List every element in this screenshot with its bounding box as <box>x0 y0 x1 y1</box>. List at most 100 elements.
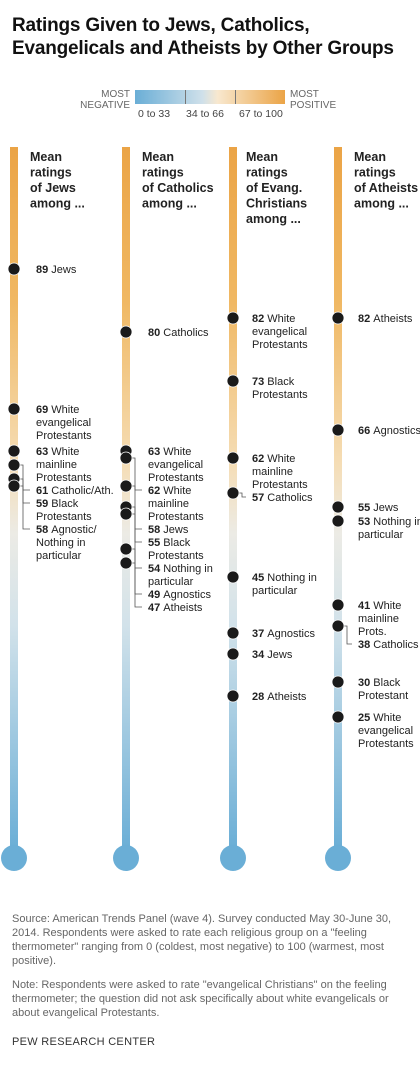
data-label: 62 White mainline Protestants <box>148 485 204 523</box>
data-label: 58 Agnostic/Nothing in particular <box>36 524 97 562</box>
legend-gradient-bar <box>135 90 285 104</box>
data-point <box>226 311 240 325</box>
data-label: 63 White mainline Protestants <box>36 446 92 484</box>
thermometer-tube <box>10 147 18 850</box>
data-label: 45 Nothing in particular <box>252 572 317 597</box>
data-label: 53 Nothing in particular <box>358 516 420 541</box>
thermometer-tube <box>334 147 342 850</box>
leader-line <box>20 485 30 530</box>
legend-negative-line1: MOST <box>101 89 130 100</box>
leader-line <box>132 457 142 491</box>
thermometer-chart: Mean ratings of Jews among ... 89 Jews 69 Whi… <box>1 147 420 871</box>
legend-tick <box>235 90 236 104</box>
panel-header: Mean ratings of Evang. Christians among ... <box>246 150 307 226</box>
leader-line <box>344 625 352 645</box>
data-point <box>7 444 21 458</box>
thermometer-panel: Mean ratings of Jews among ... 89 Jews 69 Whi… <box>1 147 114 871</box>
data-point <box>119 556 133 570</box>
data-label: 69 White evangelical Protestants <box>36 404 92 442</box>
thermometer-panel: Mean ratings of Catholics among ... 80 Catho… <box>113 147 214 871</box>
data-label: 89 Jews <box>36 264 77 276</box>
leader-line <box>132 485 142 530</box>
data-point <box>119 542 133 556</box>
data-point <box>226 451 240 465</box>
thermometer-panel: Mean ratings of Atheists among ... 82 Atheis… <box>325 147 420 871</box>
data-label: 73 Black Protestants <box>252 376 308 401</box>
data-point <box>119 507 133 521</box>
data-point <box>226 486 240 500</box>
data-label: 82 White evangelical Protestants <box>252 313 308 351</box>
data-label: 34 Jews <box>252 649 293 661</box>
data-point <box>119 479 133 493</box>
data-label: 55 Black Protestants <box>148 537 204 562</box>
data-label: 55 Jews <box>358 502 399 514</box>
legend-range-low: 0 to 33 <box>138 108 171 120</box>
data-label: 57 Catholics <box>252 492 313 504</box>
data-point <box>7 479 21 493</box>
method-note: Note: Respondents were asked to rate "ev… <box>12 979 389 1019</box>
leader-line <box>132 513 142 569</box>
data-point <box>226 374 240 388</box>
leader-line <box>132 562 142 608</box>
data-point <box>331 598 345 612</box>
data-label: 25 White evangelical Protestants <box>358 712 414 750</box>
data-point <box>226 689 240 703</box>
legend-positive-line2: POSITIVE <box>290 100 337 111</box>
legend-range-high: 67 to 100 <box>239 108 283 120</box>
legend-tick <box>185 90 186 104</box>
thermometer-bulb <box>1 845 27 871</box>
data-point <box>119 451 133 465</box>
thermometer-tube <box>122 147 130 850</box>
data-point <box>226 647 240 661</box>
legend-range-mid: 34 to 66 <box>186 108 224 120</box>
legend-positive-label: MOST POSITIVE <box>290 89 336 111</box>
data-label: 58 Jews <box>148 524 189 536</box>
data-point <box>7 262 21 276</box>
leader-line <box>239 492 246 498</box>
data-point <box>226 570 240 584</box>
color-legend: MOST NEGATIVE MOST POSITIVE 0 to 33 34 t… <box>0 82 420 128</box>
data-label: 41 White mainline Prots. <box>358 600 401 638</box>
data-label: 54 Nothing in particular <box>148 563 213 588</box>
thermometer-bulb <box>325 845 351 871</box>
data-label: 66 Agnostics <box>358 425 420 437</box>
legend-negative-label: MOST NEGATIVE <box>80 89 130 111</box>
data-label: 80 Catholics <box>148 327 209 339</box>
data-point <box>7 402 21 416</box>
panel-header: Mean ratings of Atheists among ... <box>354 150 418 211</box>
panel-header: Mean ratings of Jews among ... <box>30 150 85 211</box>
data-point <box>226 626 240 640</box>
data-point <box>331 423 345 437</box>
data-label: 63 White evangelical Protestants <box>148 446 204 484</box>
data-point <box>331 500 345 514</box>
notes: Source: American Trends Panel (wave 4). … <box>12 912 412 1030</box>
data-label: 28 Atheists <box>252 691 307 703</box>
leader-line <box>20 464 30 491</box>
panel-header: Mean ratings of Catholics among ... <box>142 150 214 211</box>
data-point <box>331 675 345 689</box>
data-point <box>331 514 345 528</box>
data-label: 37 Agnostics <box>252 628 315 640</box>
data-label: 62 White mainline Protestants <box>252 453 308 491</box>
thermometer-bulb <box>220 845 246 871</box>
data-point <box>331 311 345 325</box>
data-point <box>331 710 345 724</box>
source-note: Source: American Trends Panel (wave 4). … <box>12 913 392 967</box>
data-label: 59 Black Protestants <box>36 498 92 523</box>
thermometer-bulb <box>113 845 139 871</box>
thermometer-panel: Mean ratings of Evang. Christians among ... 8… <box>220 147 317 871</box>
data-label: 49 Agnostics <box>148 589 211 601</box>
legend-positive-line1: MOST <box>290 89 319 100</box>
leader-line <box>132 506 142 543</box>
leader-line <box>132 548 142 595</box>
data-point <box>119 325 133 339</box>
leader-line <box>20 478 30 504</box>
data-label: 47 Atheists <box>148 602 203 614</box>
data-label: 82 Atheists <box>358 313 413 325</box>
credit: PEW RESEARCH CENTER <box>12 1036 156 1048</box>
data-point <box>331 619 345 633</box>
data-label: 30 Black Protestant <box>358 677 408 702</box>
data-label: 61 Catholic/Ath. <box>36 485 114 497</box>
data-point <box>7 458 21 472</box>
legend-negative-line2: NEGATIVE <box>80 100 130 111</box>
